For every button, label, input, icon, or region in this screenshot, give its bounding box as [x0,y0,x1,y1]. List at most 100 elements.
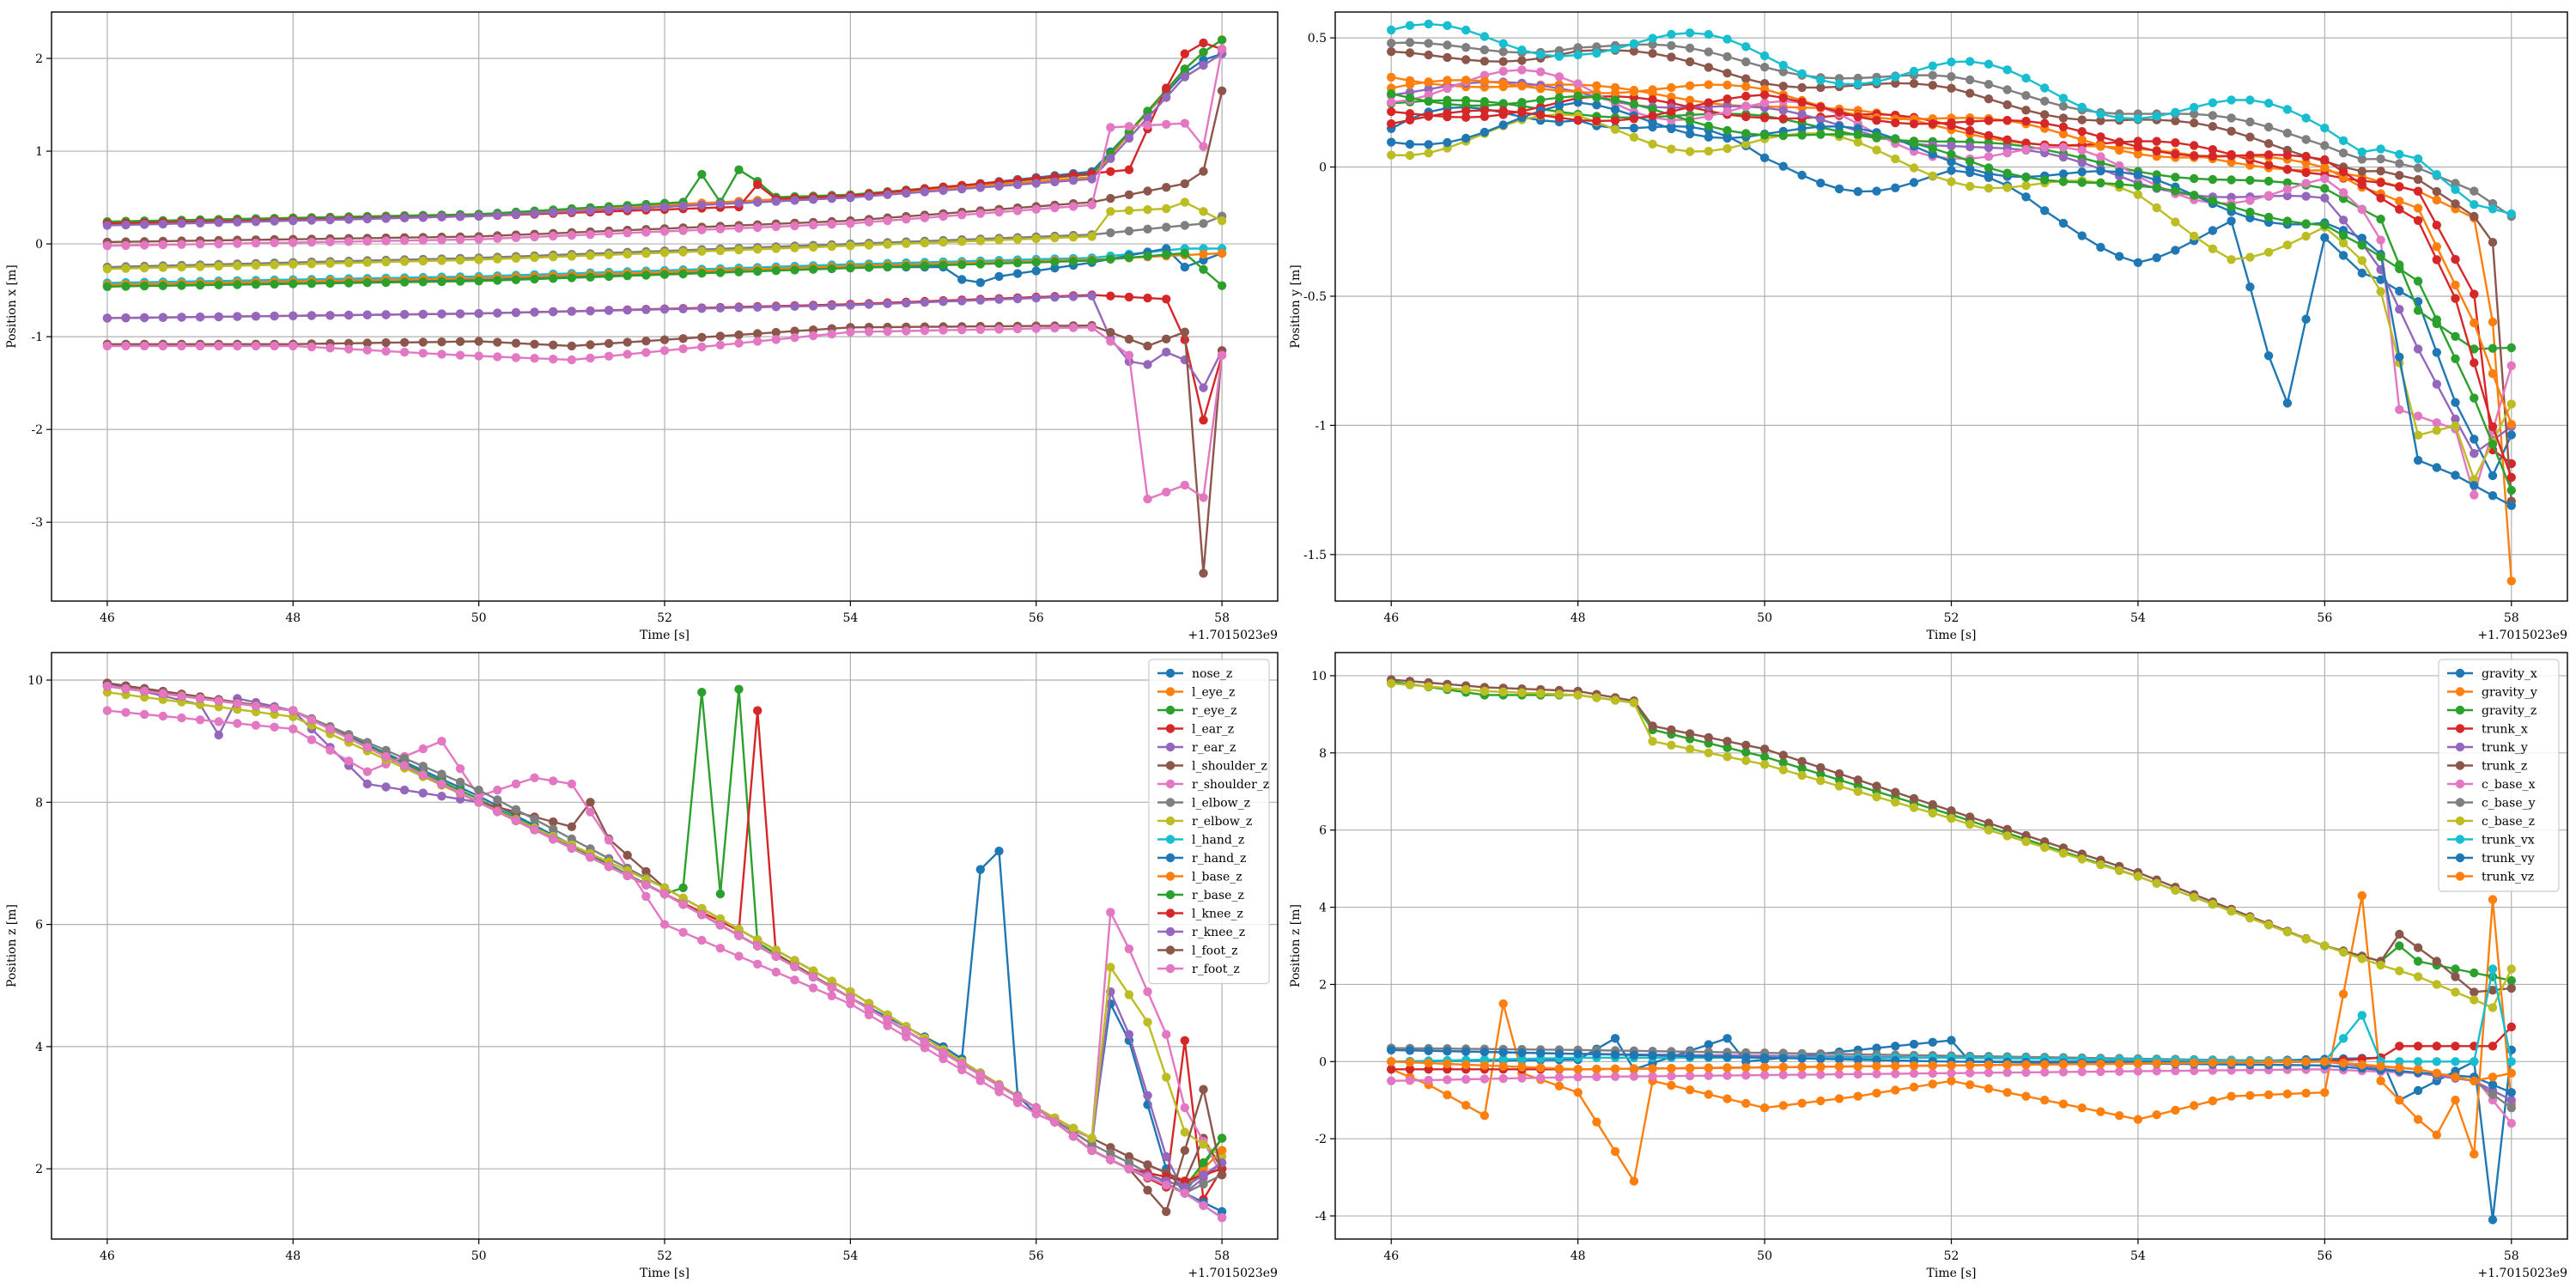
y-tick-label: -4 [1315,1210,1327,1224]
series-gravity-z-point [2470,968,2479,978]
series-5-point [975,183,986,192]
series-5-point [1143,113,1152,123]
series-17-point [455,350,465,360]
series-6-point [2021,106,2031,115]
series-14-point [1517,107,1527,118]
series-9-point [1853,137,1862,147]
series-gravity-z-point [1797,763,1807,773]
series-7-point [846,219,855,228]
series-trunk-vz-point [2413,1065,2423,1074]
series-trunk-vy-point [1573,1049,1583,1059]
series-10-point [1424,19,1433,29]
legend-item-r-shoulder-z: r_shoulder_z [1157,778,1269,792]
series-c-base-z-point [1834,781,1844,791]
legend-item-c-base-y: c_base_y [2447,797,2536,811]
series-9-point [1909,163,1919,173]
series-r-foot-z-point [549,834,558,844]
series-7-point [1759,98,1770,107]
series-8-point [1965,75,1975,85]
series-8-point [1722,52,1732,62]
series-10-point [1629,39,1639,48]
series-17-point [623,349,632,359]
series-5-point [549,208,558,217]
series-6-point [2376,167,2385,176]
series-17-point [1031,324,1041,333]
series-10-point [1722,34,1732,44]
series-trunk-vy-point [1424,1046,1433,1055]
series-7-point [270,238,279,247]
y-tick-label: -0.5 [1303,290,1327,304]
series-trunk-z-point [2002,824,2012,834]
series-11-point [1424,140,1433,149]
series-c-base-z-point [1443,683,1452,693]
series-5-point [1012,179,1023,190]
series-8-point [1498,47,1508,57]
legend-label: trunk_vz [2482,871,2534,884]
series-3-point [2320,184,2330,193]
series-12-point [2077,135,2087,144]
series-17-point [1087,323,1097,332]
series-trunk-vz-point [1965,1060,1975,1070]
series-16-point [1199,568,1208,578]
series-10-point [1816,76,1826,85]
series-13-point [2338,231,2348,240]
series-13-point [1443,100,1452,109]
series-12-point [1685,81,1695,91]
series-trunk-z-point [2432,957,2441,966]
series-14-point [1479,106,1490,115]
series-trunk-vz-point [1947,1060,1956,1071]
series-1-point [1853,186,1862,197]
series-1-point [2227,216,2236,226]
legend-item-trunk-x: trunk_x [2447,723,2528,737]
series-7-point [307,237,317,247]
series-4-point [1124,165,1134,174]
series-16-point [567,341,576,351]
series-15-point [715,303,726,313]
series-c-base-z-point [1778,765,1788,775]
series-5-point [2470,448,2479,459]
series-gravity-x-point [1947,1036,1956,1045]
series-r-shoulder-z-point [567,779,576,789]
series-7-point [2115,161,2124,171]
series-5-point [586,206,595,216]
series-gravity-y-point [2040,1096,2050,1105]
series-15-point [623,306,632,315]
series-10-point [2338,136,2348,145]
series-8-point [2451,179,2460,188]
series-12-point [1461,76,1471,85]
series-11-point [1685,129,1695,139]
series-4-point [2021,138,2031,148]
series-6-point [1217,86,1227,96]
series-c-base-z-point [2395,966,2404,975]
series-11-point [2115,167,2124,177]
series-12-point [1704,80,1714,89]
series-6-point [1741,74,1751,83]
series-7-point [827,220,836,229]
series-c-base-z-point [2320,941,2330,951]
series-9-point [2282,240,2293,250]
series-5-point [2301,191,2311,201]
series-13-point [753,266,762,276]
series-l-elbow-z-point [474,785,483,795]
series-9-point [2263,247,2274,257]
series-4-point [1984,131,1994,140]
series-7-point [474,234,483,244]
series-l-elbow-z-point [455,777,465,787]
series-gravity-y-point [2413,1115,2423,1124]
series-gravity-y-point [1610,1146,1620,1157]
series-7-point [1162,119,1171,129]
series-5-point [734,198,744,208]
series-l-shoulder-z-point [586,798,595,807]
series-trunk-y-point [2506,1096,2516,1105]
series-3-point [2282,178,2293,187]
series-12-point [1424,77,1433,87]
y-axis-label: Position z [m] [1289,904,1303,987]
legend-marker [2455,724,2465,733]
series-group [102,35,1227,578]
series-trunk-vz-point [2171,1058,2180,1068]
series-14-point [2227,151,2236,161]
series-5-point [1050,177,1060,186]
series-gravity-y-point [1759,1103,1770,1113]
series-r-shoulder-z-point [734,951,744,961]
series-13-point [1387,89,1396,99]
